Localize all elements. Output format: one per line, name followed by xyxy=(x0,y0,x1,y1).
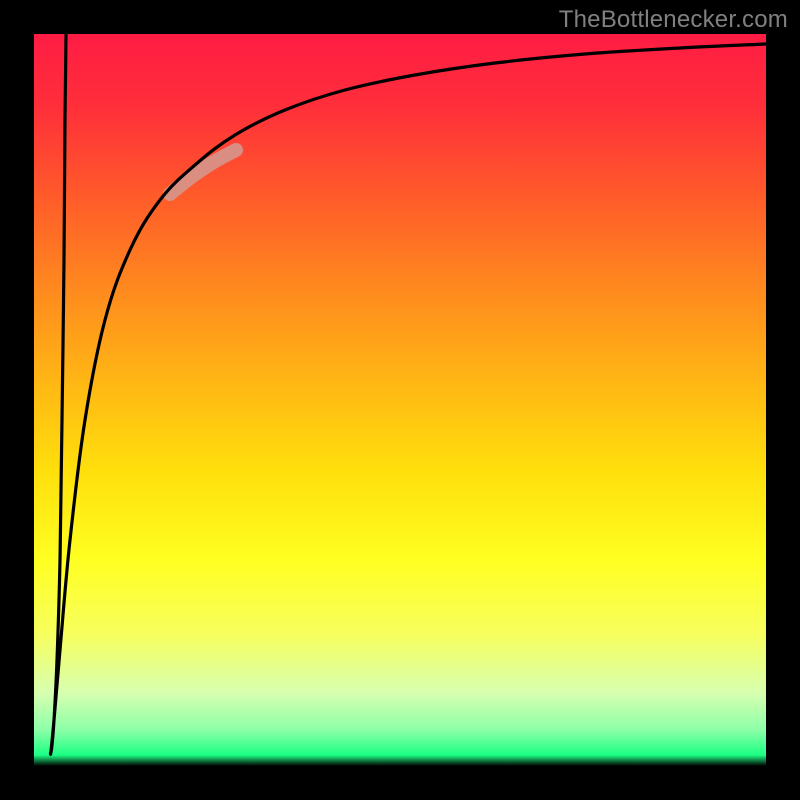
watermark-text: TheBottlenecker.com xyxy=(559,6,788,34)
plot-frame xyxy=(30,30,770,770)
chart-stage: TheBottlenecker.com xyxy=(0,0,800,800)
